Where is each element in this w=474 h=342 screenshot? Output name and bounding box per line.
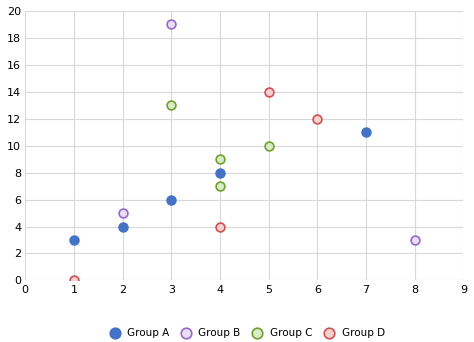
Group C bbox=[167, 103, 175, 108]
Group A bbox=[70, 237, 78, 243]
Group D bbox=[265, 89, 273, 94]
Group D bbox=[70, 278, 78, 283]
Group C bbox=[216, 156, 224, 162]
Group B bbox=[119, 210, 127, 216]
Group C bbox=[265, 143, 273, 148]
Group A bbox=[167, 197, 175, 202]
Group C bbox=[216, 183, 224, 189]
Group B bbox=[167, 22, 175, 27]
Group A bbox=[216, 170, 224, 175]
Group A bbox=[362, 130, 370, 135]
Group A bbox=[119, 224, 127, 229]
Group B bbox=[411, 237, 419, 243]
Group D bbox=[216, 224, 224, 229]
Group D bbox=[314, 116, 321, 121]
Legend: Group A, Group B, Group C, Group D: Group A, Group B, Group C, Group D bbox=[100, 324, 389, 342]
